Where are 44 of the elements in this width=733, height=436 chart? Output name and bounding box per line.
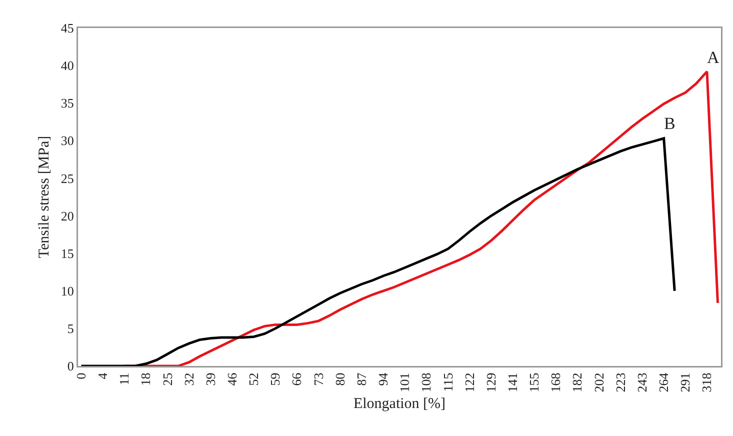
x-tick-label: 46 <box>224 372 240 386</box>
y-tick-label: 40 <box>60 58 74 74</box>
x-tick-label: 318 <box>699 372 714 392</box>
series-label: A <box>707 48 720 67</box>
x-tick-label: 32 <box>181 372 196 386</box>
series-label: B <box>664 114 676 133</box>
x-tick-label: 11 <box>116 372 132 386</box>
x-tick-label: 18 <box>138 372 154 386</box>
x-tick-label: 0 <box>73 372 88 380</box>
x-tick-label: 94 <box>376 372 391 386</box>
x-tick-label: 73 <box>310 372 326 386</box>
x-tick-label: 141 <box>505 372 520 392</box>
x-tick-label: 129 <box>483 372 498 392</box>
x-tick-label: 108 <box>418 372 434 392</box>
x-tick-label: 87 <box>354 372 369 386</box>
x-tick-label: 115 <box>440 372 456 392</box>
line-series <box>80 137 676 366</box>
x-tick-label: 39 <box>202 372 218 386</box>
x-tick-label: 122 <box>462 372 477 392</box>
x-tick-label: 243 <box>634 372 650 392</box>
y-tick-label: 25 <box>60 170 74 186</box>
y-tick-label: 5 <box>67 320 74 336</box>
x-tick-label: 101 <box>397 372 412 392</box>
x-tick-label: 202 <box>591 372 606 392</box>
y-tick-label: 15 <box>60 246 74 261</box>
x-tick-label: 291 <box>678 372 693 392</box>
x-tick-label: 264 <box>656 372 672 392</box>
x-axis-title: Elongation [%] <box>353 396 446 412</box>
x-tick-label: 168 <box>548 372 564 392</box>
y-tick-label: 35 <box>60 96 74 111</box>
x-tick-label: 4 <box>95 372 110 380</box>
x-tick-label: 25 <box>160 372 175 386</box>
y-tick-label: 45 <box>60 20 74 36</box>
x-tick-label: 182 <box>570 372 585 392</box>
x-tick-label: 52 <box>246 372 262 386</box>
x-tick-label: 155 <box>526 372 542 392</box>
y-tick-label: 10 <box>60 283 74 298</box>
x-tick-label: 223 <box>612 372 628 392</box>
x-tick-label: 80 <box>332 372 348 386</box>
x-tick-label: 66 <box>289 372 304 386</box>
y-tick-label: 30 <box>60 133 74 148</box>
x-tick-label: 59 <box>268 372 283 386</box>
y-axis-title: Tensile stress [MPa] <box>36 136 52 258</box>
y-tick-label: 20 <box>60 208 74 224</box>
